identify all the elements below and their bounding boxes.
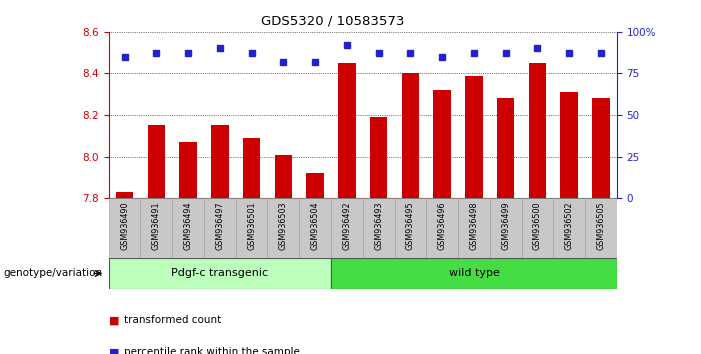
- Text: GSM936501: GSM936501: [247, 201, 256, 250]
- Text: ■: ■: [109, 347, 119, 354]
- Text: GSM936497: GSM936497: [215, 201, 224, 250]
- Bar: [395, 198, 426, 258]
- Text: percentile rank within the sample: percentile rank within the sample: [124, 347, 300, 354]
- Bar: [204, 198, 236, 258]
- Bar: [522, 198, 553, 258]
- Bar: [179, 142, 197, 354]
- Text: ■: ■: [109, 315, 119, 325]
- Text: wild type: wild type: [449, 268, 499, 279]
- Text: GSM936492: GSM936492: [342, 201, 351, 250]
- Text: GSM936496: GSM936496: [437, 201, 447, 250]
- Text: GSM936505: GSM936505: [597, 201, 606, 250]
- Bar: [363, 198, 395, 258]
- Text: GSM936500: GSM936500: [533, 201, 542, 250]
- Bar: [490, 198, 522, 258]
- Bar: [236, 198, 268, 258]
- Bar: [211, 125, 229, 354]
- Bar: [370, 117, 388, 354]
- Bar: [402, 73, 419, 354]
- Bar: [148, 125, 165, 354]
- Bar: [331, 198, 363, 258]
- Bar: [172, 198, 204, 258]
- Text: GSM936503: GSM936503: [279, 201, 288, 250]
- Bar: [585, 198, 617, 258]
- Bar: [243, 138, 260, 354]
- Bar: [529, 63, 546, 354]
- Bar: [592, 98, 610, 354]
- Bar: [497, 98, 515, 354]
- Bar: [268, 198, 299, 258]
- Bar: [306, 173, 324, 354]
- Bar: [561, 92, 578, 354]
- Bar: [553, 198, 585, 258]
- Bar: [275, 155, 292, 354]
- Bar: [109, 258, 331, 289]
- Text: GSM936498: GSM936498: [470, 201, 479, 250]
- Bar: [433, 90, 451, 354]
- Bar: [331, 258, 617, 289]
- Text: Pdgf-c transgenic: Pdgf-c transgenic: [171, 268, 268, 279]
- Text: genotype/variation: genotype/variation: [4, 268, 102, 279]
- Bar: [140, 198, 172, 258]
- Text: GSM936491: GSM936491: [152, 201, 161, 250]
- Text: GDS5320 / 10583573: GDS5320 / 10583573: [261, 14, 404, 27]
- Text: GSM936494: GSM936494: [184, 201, 193, 250]
- Text: GSM936504: GSM936504: [311, 201, 320, 250]
- Bar: [299, 198, 331, 258]
- Text: transformed count: transformed count: [124, 315, 222, 325]
- Bar: [109, 198, 140, 258]
- Text: GSM936499: GSM936499: [501, 201, 510, 250]
- Bar: [116, 192, 133, 354]
- Bar: [338, 63, 355, 354]
- Bar: [458, 198, 490, 258]
- Text: GSM936490: GSM936490: [120, 201, 129, 250]
- Bar: [465, 75, 483, 354]
- Text: GSM936502: GSM936502: [565, 201, 573, 250]
- Bar: [426, 198, 458, 258]
- Text: GSM936495: GSM936495: [406, 201, 415, 250]
- Text: GSM936493: GSM936493: [374, 201, 383, 250]
